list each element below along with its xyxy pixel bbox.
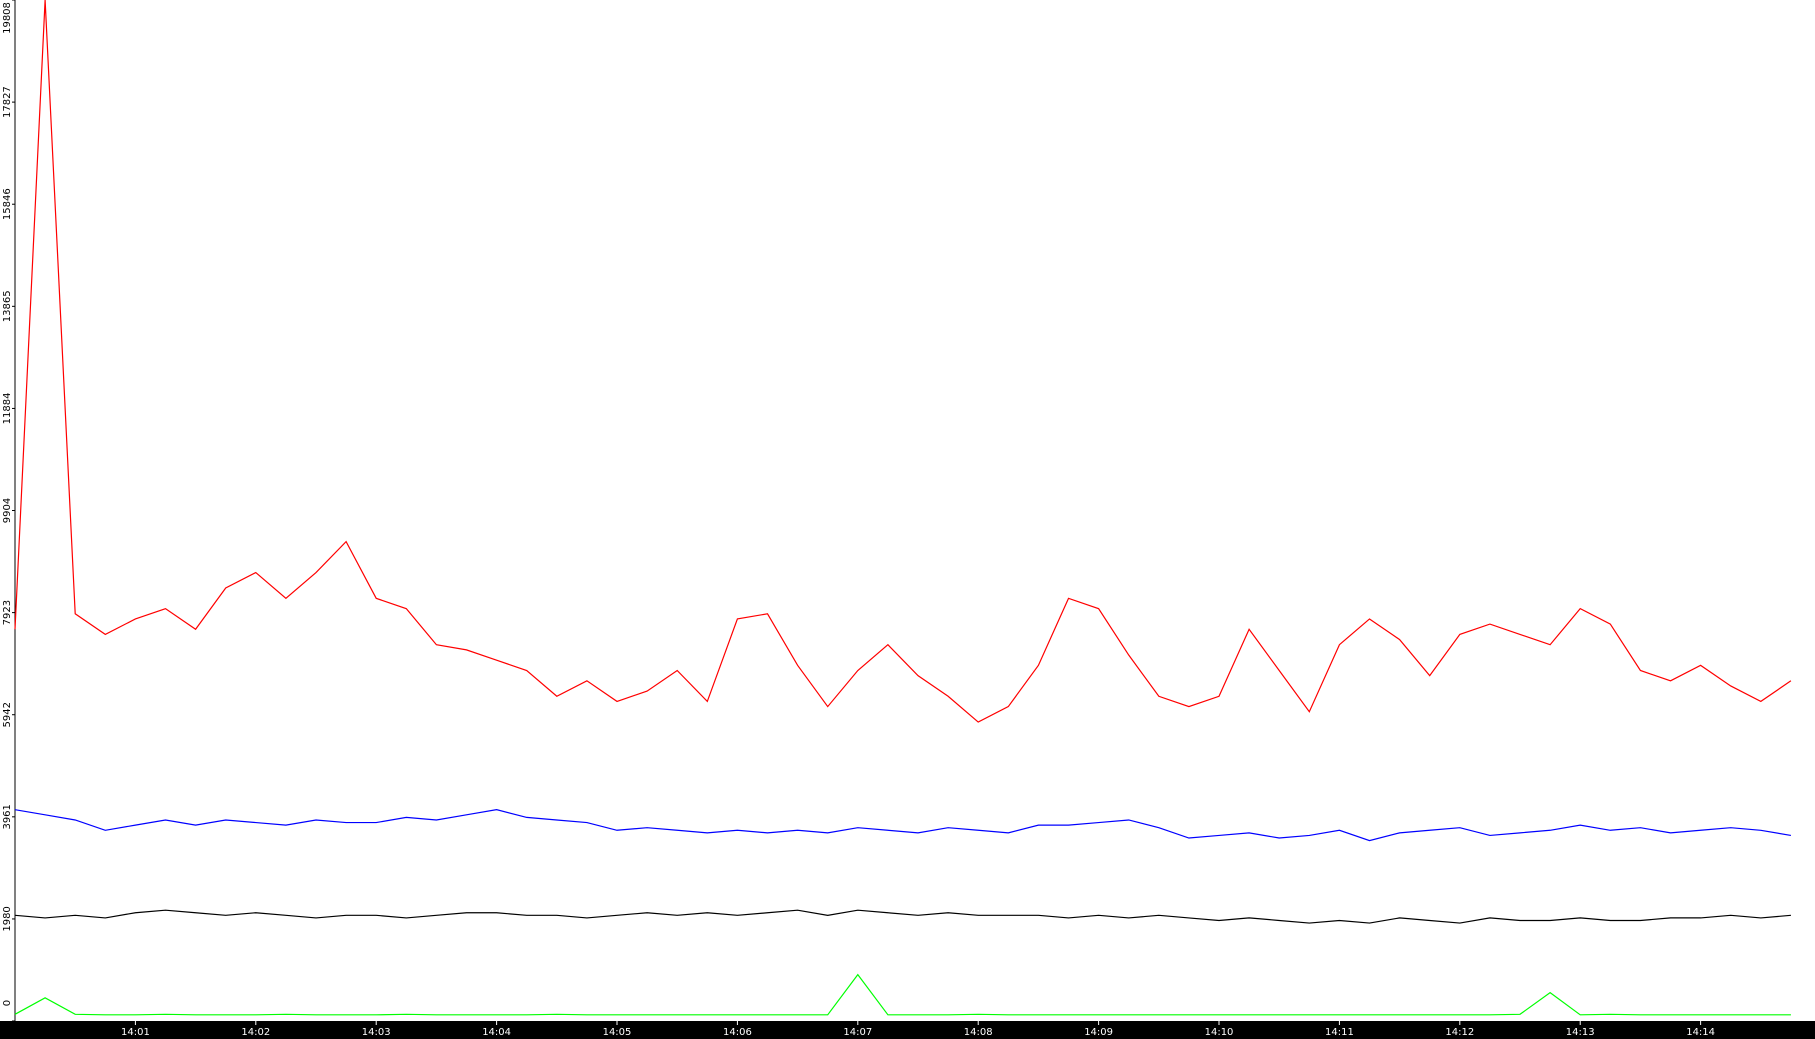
x-tick-label: 14:04 <box>482 1027 511 1038</box>
y-tick-label: 17827 <box>2 86 13 118</box>
x-tick-label: 14:10 <box>1205 1027 1234 1038</box>
y-tick-label: 11884 <box>2 393 13 425</box>
y-tick-label: 0 <box>2 1000 13 1006</box>
x-tick-label: 14:08 <box>964 1027 993 1038</box>
y-tick-label: 3961 <box>2 804 13 829</box>
y-tick-label: 19808 <box>2 2 13 34</box>
x-tick-label: 14:13 <box>1566 1027 1595 1038</box>
series-line <box>14 909 1791 924</box>
x-tick-label: 14:09 <box>1084 1027 1113 1038</box>
y-tick-label: 15846 <box>2 188 13 220</box>
x-tick-label: 14:05 <box>603 1027 632 1038</box>
x-tick-label: 14:14 <box>1686 1027 1715 1038</box>
series-line <box>14 0 1792 723</box>
y-tick-label: 1980 <box>2 906 13 931</box>
y-tick-label: 13865 <box>2 290 13 322</box>
y-tick-label: 5942 <box>2 702 13 727</box>
x-tick-label: 14:12 <box>1445 1027 1474 1038</box>
x-tick-label: 14:02 <box>241 1027 270 1038</box>
x-tick-label: 14:07 <box>843 1027 872 1038</box>
x-tick-label: 14:11 <box>1325 1027 1354 1038</box>
y-tick-label: 9904 <box>2 498 13 523</box>
x-tick-label: 14:06 <box>723 1027 752 1038</box>
series-line <box>14 973 1791 1016</box>
x-axis-strip <box>0 1021 1815 1039</box>
y-tick-label: 7923 <box>2 600 13 625</box>
x-tick-label: 14:03 <box>362 1027 391 1038</box>
series-line <box>14 809 1792 842</box>
x-tick-label: 14:01 <box>121 1027 150 1038</box>
